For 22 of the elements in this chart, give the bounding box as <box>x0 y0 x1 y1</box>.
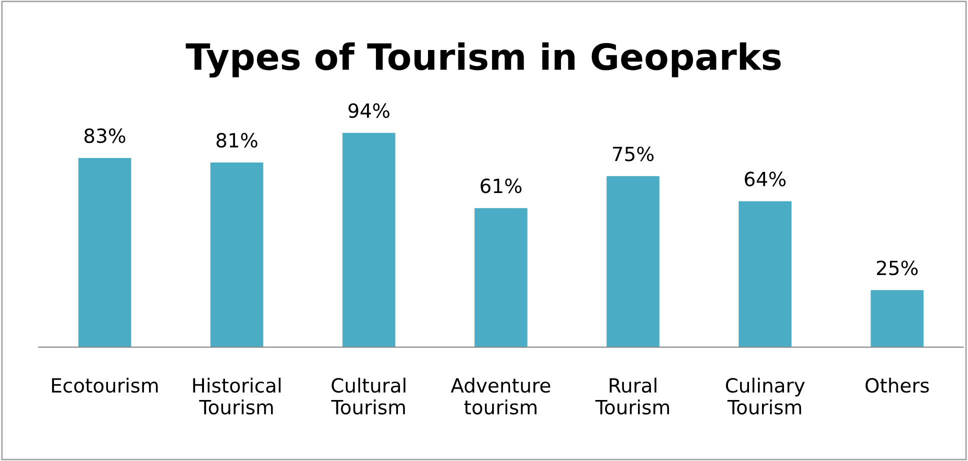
data-label: 64% <box>744 172 786 186</box>
x-tick-label: Adventure tourism <box>450 378 550 415</box>
bar <box>78 158 132 348</box>
x-tick-label: Culinary Tourism <box>726 378 805 415</box>
x-tick-label: Rural Tourism <box>595 378 669 415</box>
bar <box>738 201 792 348</box>
data-label: 75% <box>612 146 654 162</box>
bar <box>210 162 264 348</box>
x-tick-label: Cultural Tourism <box>331 378 406 415</box>
data-label: 25% <box>876 260 918 276</box>
bar <box>870 290 924 348</box>
x-tick-label: Ecotourism <box>52 378 158 393</box>
x-tick-label: Others <box>866 378 929 393</box>
bar <box>474 208 528 348</box>
bar <box>342 132 396 348</box>
chart-title: Types of Tourism in Geoparks <box>186 42 781 78</box>
data-label: 94% <box>348 103 390 118</box>
data-label: 61% <box>480 178 522 194</box>
x-tick-label: Historical Tourism <box>193 378 281 415</box>
data-label: 83% <box>84 128 126 144</box>
bar <box>606 176 660 348</box>
data-label: 81% <box>216 132 258 148</box>
